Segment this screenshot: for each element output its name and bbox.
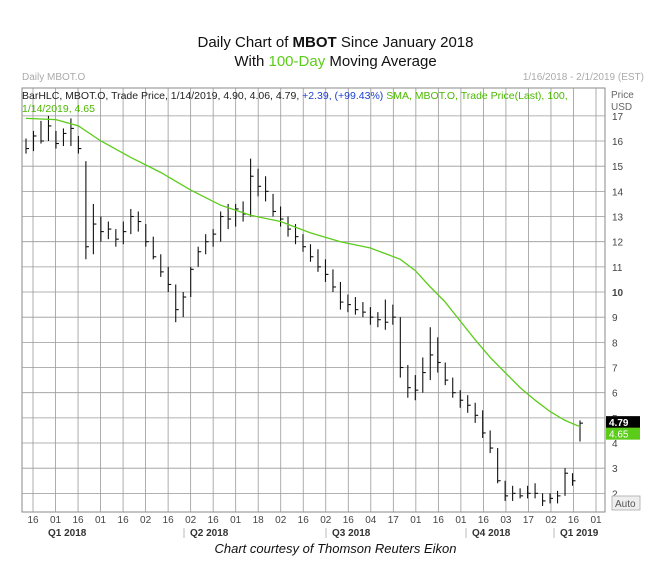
y-tick-label: 14 <box>612 187 624 198</box>
chart-legend: BarHLC, MBOT.O, Trade Price, 1/14/2019, … <box>22 90 568 116</box>
y-tick-label: 10 <box>612 288 624 299</box>
chart-credit: Chart courtesy of Thomson Reuters Eikon <box>214 541 457 556</box>
y-tick-label: 17 <box>612 112 624 123</box>
title-post: Since January 2018 <box>336 34 474 51</box>
x-tick-label: 01 <box>95 515 107 526</box>
price-axis-label: Price <box>611 90 634 101</box>
period-label: Q1 2018 <box>48 528 87 539</box>
x-tick-label: 16 <box>568 515 580 526</box>
title-pre: Daily Chart of <box>197 34 293 51</box>
y-tick-label: 16 <box>612 137 624 148</box>
x-tick-label: 01 <box>590 515 602 526</box>
y-tick-label: 6 <box>612 389 618 400</box>
x-tick-label: 16 <box>478 515 490 526</box>
sma-line <box>25 117 581 428</box>
title2-post: Moving Average <box>325 53 437 70</box>
title2-pre: With <box>234 53 269 70</box>
chart-header-left: Daily MBOT.O <box>22 72 86 83</box>
y-tick-label: 7 <box>612 364 618 375</box>
title2-green: 100-Day <box>268 53 326 70</box>
x-tick-label: 03 <box>500 515 512 526</box>
x-tick-label: 01 <box>455 515 467 526</box>
x-tick-label: 17 <box>523 515 535 526</box>
title-ticker: MBOT <box>292 34 337 51</box>
period-label: Q1 2019 <box>560 528 599 539</box>
x-tick-label: 02 <box>185 515 197 526</box>
x-tick-label: 16 <box>163 515 175 526</box>
currency-axis-label: USD <box>611 102 632 113</box>
x-tick-label: 16 <box>72 515 84 526</box>
last-price-label: 4.79 <box>609 418 629 429</box>
legend-bar-change: +2.39, (+99.43%) <box>302 90 384 102</box>
x-tick-label: 01 <box>50 515 62 526</box>
x-tick-label: 16 <box>433 515 445 526</box>
x-tick-label: 17 <box>388 515 400 526</box>
y-tick-label: 4 <box>612 439 618 450</box>
auto-scale-label: Auto <box>615 499 636 510</box>
chart-title-line1: Daily Chart of MBOT Since January 2018 <box>0 34 671 51</box>
period-label: Q4 2018 <box>472 528 511 539</box>
x-tick-label: 04 <box>365 515 377 526</box>
x-tick-label: 16 <box>118 515 130 526</box>
y-tick-label: 2 <box>612 489 618 500</box>
y-tick-label: 8 <box>612 338 618 349</box>
x-tick-label: 16 <box>208 515 220 526</box>
x-tick-label: 16 <box>27 515 39 526</box>
x-tick-label: 16 <box>343 515 355 526</box>
legend-sma-value: 1/14/2019, 4.65 <box>22 103 95 115</box>
legend-bar: BarHLC, MBOT.O, Trade Price, 1/14/2019, … <box>22 90 383 102</box>
period-label: Q3 2018 <box>332 528 371 539</box>
x-tick-label: 01 <box>230 515 242 526</box>
legend-sma-text: SMA, MBOT.O, Trade Price(Last), 100, <box>386 90 568 102</box>
period-label: Q2 2018 <box>190 528 229 539</box>
x-tick-label: 02 <box>140 515 152 526</box>
x-tick-label: 01 <box>410 515 422 526</box>
x-tick-label: 18 <box>253 515 265 526</box>
y-tick-label: 11 <box>612 263 623 274</box>
y-tick-label: 9 <box>612 313 618 324</box>
last-price-box <box>606 416 640 429</box>
x-tick-label: 16 <box>298 515 310 526</box>
y-tick-label: 3 <box>612 464 618 475</box>
auto-scale-button <box>611 495 641 511</box>
y-tick-label: 15 <box>612 162 624 173</box>
x-tick-label: 02 <box>320 515 332 526</box>
chart-header-right: 1/16/2018 - 2/1/2019 (EST) <box>522 72 644 83</box>
chart-title-line2: With 100-Day Moving Average <box>0 53 671 70</box>
x-tick-label: 02 <box>545 515 557 526</box>
sma-value-label: 4.65 <box>609 430 629 441</box>
y-tick-label: 12 <box>612 238 624 249</box>
sma-value-box <box>606 427 640 440</box>
x-tick-label: 02 <box>275 515 287 526</box>
legend-bar-text: BarHLC, MBOT.O, Trade Price, 1/14/2019, … <box>22 90 303 102</box>
y-tick-label: 13 <box>612 213 624 224</box>
plot-frame <box>21 87 606 513</box>
